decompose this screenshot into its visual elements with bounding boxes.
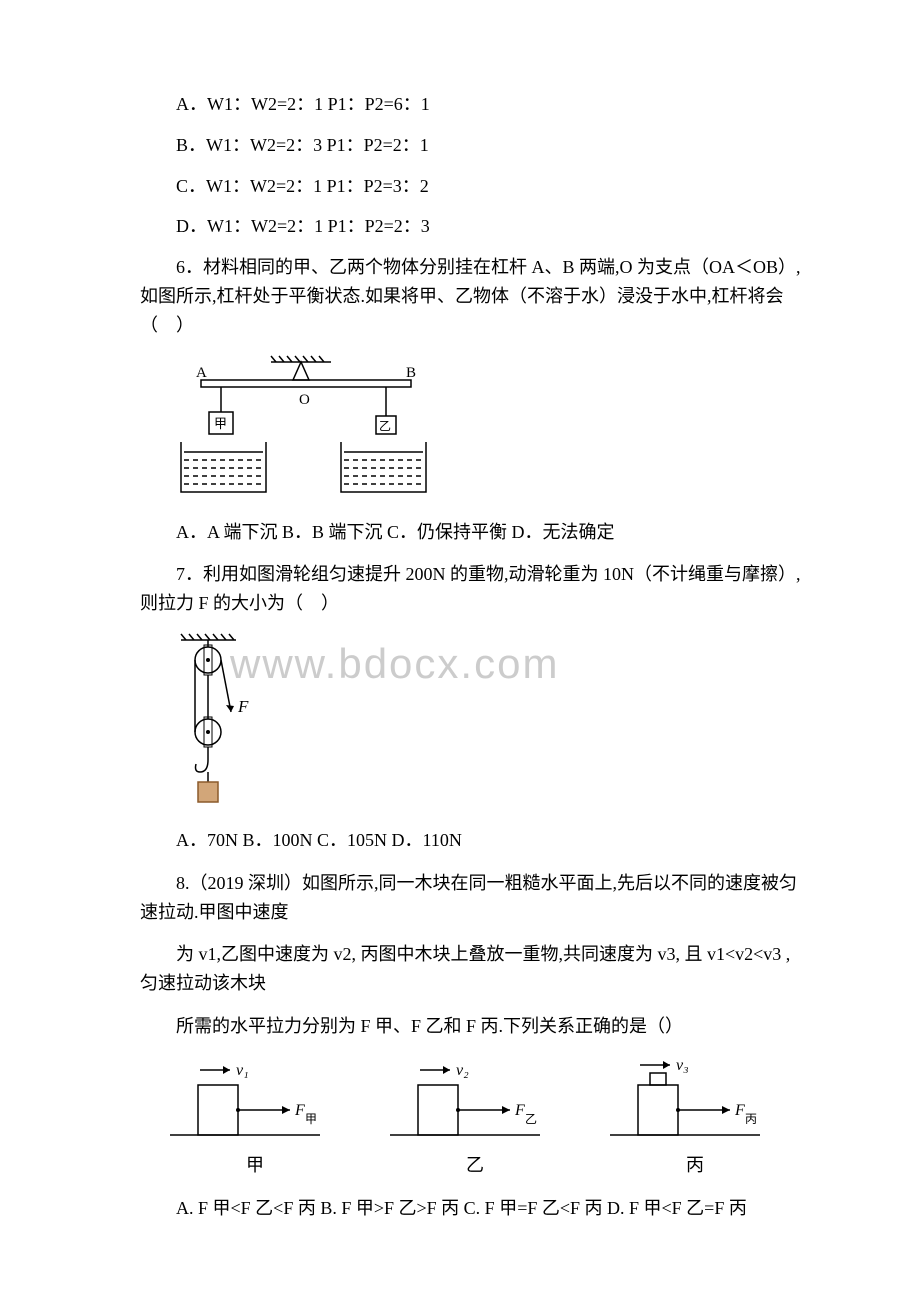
q8-f1: F <box>294 1102 305 1119</box>
q6-label-o: O <box>299 392 310 408</box>
q8-f3: F <box>734 1102 745 1119</box>
q8-caption1: 甲 <box>246 1151 264 1180</box>
q7-answers: A．70N B．100N C．105N D．110N <box>140 826 810 855</box>
q8-line3: 所需的水平拉力分别为 F 甲、F 乙和 F 丙.下列关系正确的是（） <box>140 1012 810 1041</box>
q8-line1: 8.（2019 深圳）如图所示,同一木块在同一粗糙水平面上,先后以不同的速度被匀… <box>140 869 810 927</box>
q8-v1: v₁ <box>236 1062 249 1079</box>
q7-figure: F <box>176 632 810 812</box>
q6-box-yi: 乙 <box>379 419 391 433</box>
q6-text: 6．材料相同的甲、乙两个物体分别挂在杠杆 A、B 两端,O 为支点（OA＜OB）… <box>140 253 810 339</box>
q6-answers: A．A 端下沉 B．B 端下沉 C．仍保持平衡 D．无法确定 <box>140 518 810 547</box>
q8-v3: v₃ <box>676 1057 689 1074</box>
q8-line2: 为 v1,乙图中速度为 v2, 丙图中木块上叠放一重物,共同速度为 v3, 且 … <box>140 940 810 998</box>
q6-figure: O A B 甲 乙 <box>176 354 810 504</box>
q6-label-a: A <box>196 365 207 381</box>
q8-answers: A. F 甲<F 乙<F 丙 B. F 甲>F 乙>F 丙 C. F 甲=F 乙… <box>140 1194 810 1223</box>
q8-fsub3: 丙 <box>745 1112 757 1126</box>
q8-fsub2: 乙 <box>525 1112 537 1126</box>
q8-fsub1: 甲 <box>305 1112 317 1126</box>
q5-option-c: C．W1：W2=2：1 P1：P2=3：2 <box>140 172 810 201</box>
q5-option-d: D．W1：W2=2：1 P1：P2=2：3 <box>140 212 810 241</box>
q8-caption2: 乙 <box>466 1151 484 1180</box>
q8-v2: v₂ <box>456 1062 469 1079</box>
q6-box-jia: 甲 <box>214 416 227 431</box>
q8-f2: F <box>514 1102 525 1119</box>
q7-label-f: F <box>237 697 249 716</box>
q5-option-b: B．W1：W2=2：3 P1：P2=2：1 <box>140 131 810 160</box>
q8-figure: v₁ F 甲 甲 v₂ F 乙 乙 <box>140 1055 810 1180</box>
q6-label-b: B <box>406 365 416 381</box>
q5-option-a: A．W1：W2=2：1 P1：P2=6：1 <box>140 90 810 119</box>
q8-caption3: 丙 <box>686 1151 704 1180</box>
q7-text: 7．利用如图滑轮组匀速提升 200N 的重物,动滑轮重为 10N（不计绳重与摩擦… <box>140 560 810 618</box>
